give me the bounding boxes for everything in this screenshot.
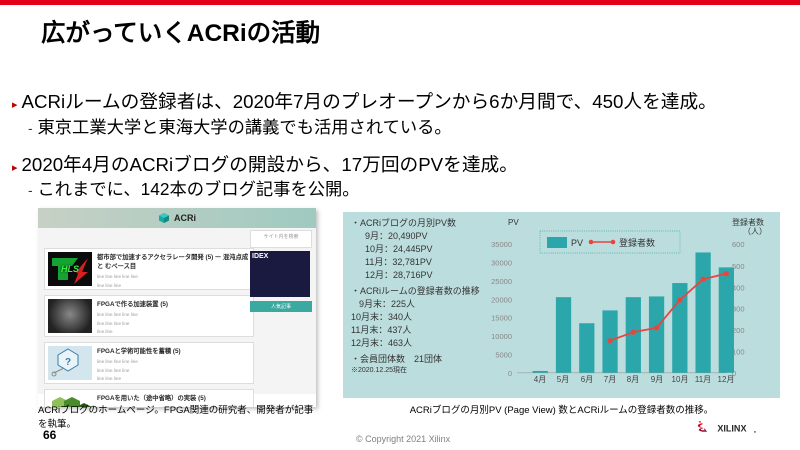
svg-text:4月: 4月: [534, 375, 546, 384]
svg-text:11月: 11月: [695, 375, 711, 384]
svg-text:（人）: （人）: [743, 227, 767, 236]
svg-text:5月: 5月: [557, 375, 569, 384]
svg-text:600: 600: [732, 240, 745, 249]
svg-text:7月: 7月: [604, 375, 616, 384]
svg-text:PV: PV: [508, 218, 519, 227]
svg-text:XILINX: XILINX: [717, 424, 746, 434]
svg-text:10月: 10月: [672, 375, 689, 384]
svg-text:6月: 6月: [581, 375, 593, 384]
svg-text:30000: 30000: [491, 259, 512, 268]
svg-text:10000: 10000: [491, 332, 512, 341]
svg-text:8月: 8月: [627, 375, 639, 384]
svg-text:20000: 20000: [491, 295, 512, 304]
svg-text:PV: PV: [571, 238, 583, 248]
svg-text:0: 0: [508, 369, 512, 378]
svg-text:9月: 9月: [651, 375, 663, 384]
svg-text:登録者数: 登録者数: [732, 217, 764, 227]
svg-text:12月: 12月: [718, 375, 735, 384]
svg-text:?: ?: [65, 357, 71, 368]
svg-text:35000: 35000: [491, 240, 512, 249]
svg-text:25000: 25000: [491, 277, 512, 286]
svg-text:登録者数: 登録者数: [619, 237, 655, 248]
svg-text:15000: 15000: [491, 314, 512, 323]
svg-text:5000: 5000: [495, 350, 512, 359]
